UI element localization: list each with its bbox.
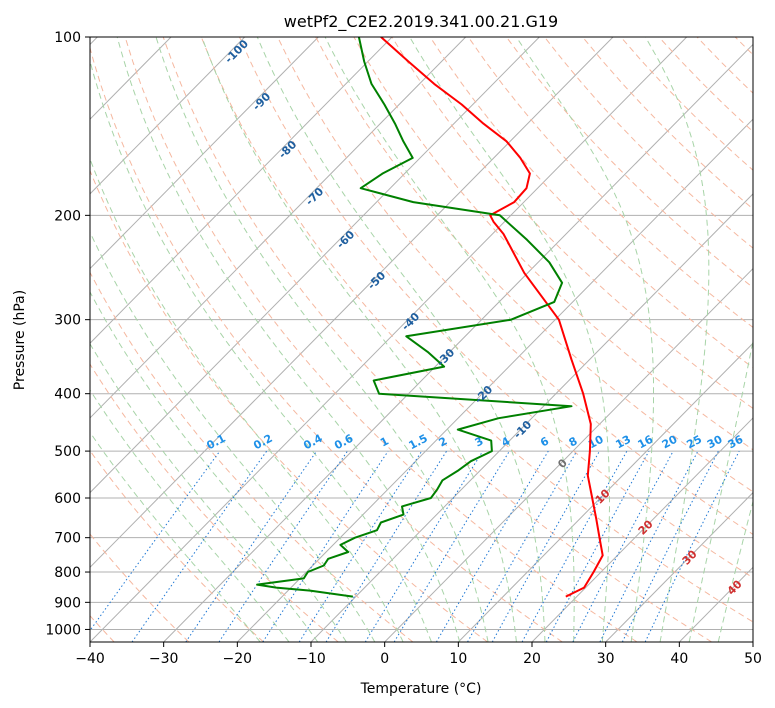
dry-adiabat	[162, 37, 712, 642]
isotherm-line	[531, 417, 753, 642]
dry-adiabat	[90, 169, 488, 642]
mixing-ratio-label: 36	[726, 433, 746, 452]
moist-adiabat	[324, 37, 575, 642]
moist-adiabat	[90, 157, 404, 642]
moist-adiabat	[201, 37, 517, 642]
mixing-ratio-line	[491, 450, 600, 642]
mixing-ratio-line	[364, 450, 484, 642]
plot-frame	[89, 36, 754, 643]
dry-adiabat	[90, 449, 264, 642]
y-tick-label: 900	[54, 595, 81, 611]
y-tick-label: 400	[54, 387, 81, 403]
y-tick-label: 1000	[45, 622, 81, 638]
mixing-ratio-line	[185, 450, 318, 642]
dry-adiabat	[90, 271, 414, 642]
isotherm-line	[90, 37, 246, 195]
moist-adiabat	[90, 290, 347, 642]
isotherm-line	[90, 37, 319, 270]
moist-adiabat	[644, 37, 710, 642]
x-axis-label: Temperature (°C)	[360, 681, 482, 697]
y-tick-label: 800	[54, 565, 81, 581]
x-tick-label: 30	[597, 651, 615, 667]
dry-adiabat	[200, 37, 753, 623]
moist-adiabat	[90, 342, 319, 642]
dry-adiabat	[315, 37, 753, 493]
x-tick-label: −20	[223, 651, 253, 667]
x-tick-label: 40	[670, 651, 688, 667]
mixing-ratio-line	[521, 450, 628, 642]
x-tick-label: 0	[380, 651, 389, 667]
y-tick-label: 200	[54, 208, 81, 224]
y-tick-label: 300	[54, 313, 81, 329]
mixing-ratio-line	[131, 450, 268, 642]
mixing-ratio-label: 20	[660, 433, 680, 452]
moist-adiabat	[717, 499, 753, 642]
mixing-ratio-line	[393, 450, 510, 642]
dry-adiabat	[90, 363, 339, 642]
moist-adiabat	[256, 37, 546, 642]
dry-adiabat	[124, 37, 638, 642]
y-tick-label: 100	[54, 30, 81, 46]
mixing-ratio-line	[90, 450, 221, 632]
x-tick-label: 20	[523, 651, 541, 667]
mixing-ratio-line	[298, 450, 423, 642]
isotherm-line	[236, 118, 753, 642]
mixing-ratio-line	[545, 450, 650, 642]
isotherm-line	[384, 267, 753, 642]
isotherm-line	[90, 37, 614, 569]
mixing-ratio-line	[218, 450, 348, 642]
dry-adiabat	[429, 37, 753, 369]
mixing-ratio-label: 13	[613, 433, 633, 452]
y-tick-label: 500	[54, 444, 81, 460]
isotherm-line	[90, 37, 467, 419]
mixing-ratio-line	[262, 450, 389, 642]
x-tick-label: −40	[75, 651, 105, 667]
mixing-ratio-line	[621, 450, 719, 642]
moist-adiabat	[155, 37, 489, 642]
mixing-ratio-label: 16	[636, 433, 656, 452]
dry-adiabat	[391, 37, 753, 410]
isotherm-line	[457, 342, 753, 642]
isotherm-line	[605, 491, 753, 642]
chart-title: wetPf2_C2E2.2019.341.00.21.G19	[284, 12, 558, 32]
moist-adiabat	[116, 37, 461, 642]
x-tick-label: 50	[744, 651, 762, 667]
x-tick-label: 10	[449, 651, 467, 667]
moist-adiabat	[90, 431, 261, 642]
x-tick-label: −30	[149, 651, 179, 667]
isotherm-line	[90, 37, 540, 494]
mixing-ratio-line	[325, 450, 448, 642]
moist-adiabat	[515, 37, 654, 642]
dry-adiabat	[277, 37, 753, 535]
dry-adiabat	[467, 37, 753, 329]
dry-adiabat	[353, 37, 753, 451]
mixing-ratio-label: 25	[684, 433, 704, 452]
x-tick-label: −10	[296, 651, 326, 667]
dry-adiabat	[90, 46, 563, 642]
moist-adiabat	[90, 59, 432, 642]
isotherm-line	[90, 37, 688, 642]
moist-adiabat	[409, 37, 610, 642]
mixing-ratio-line	[644, 450, 740, 642]
mixing-ratio-label: 30	[705, 433, 725, 452]
moist-adiabat	[688, 338, 753, 642]
moist-adiabat	[90, 230, 376, 642]
y-axis-label: Pressure (hPa)	[12, 290, 28, 390]
dewpoint-profile	[256, 37, 573, 598]
isotherm-line	[90, 37, 393, 344]
dry-adiabat	[239, 37, 753, 579]
isotherm-line	[163, 43, 753, 642]
moist-adiabat	[90, 389, 290, 642]
y-tick-label: 600	[54, 491, 81, 507]
y-tick-label: 700	[54, 531, 81, 547]
